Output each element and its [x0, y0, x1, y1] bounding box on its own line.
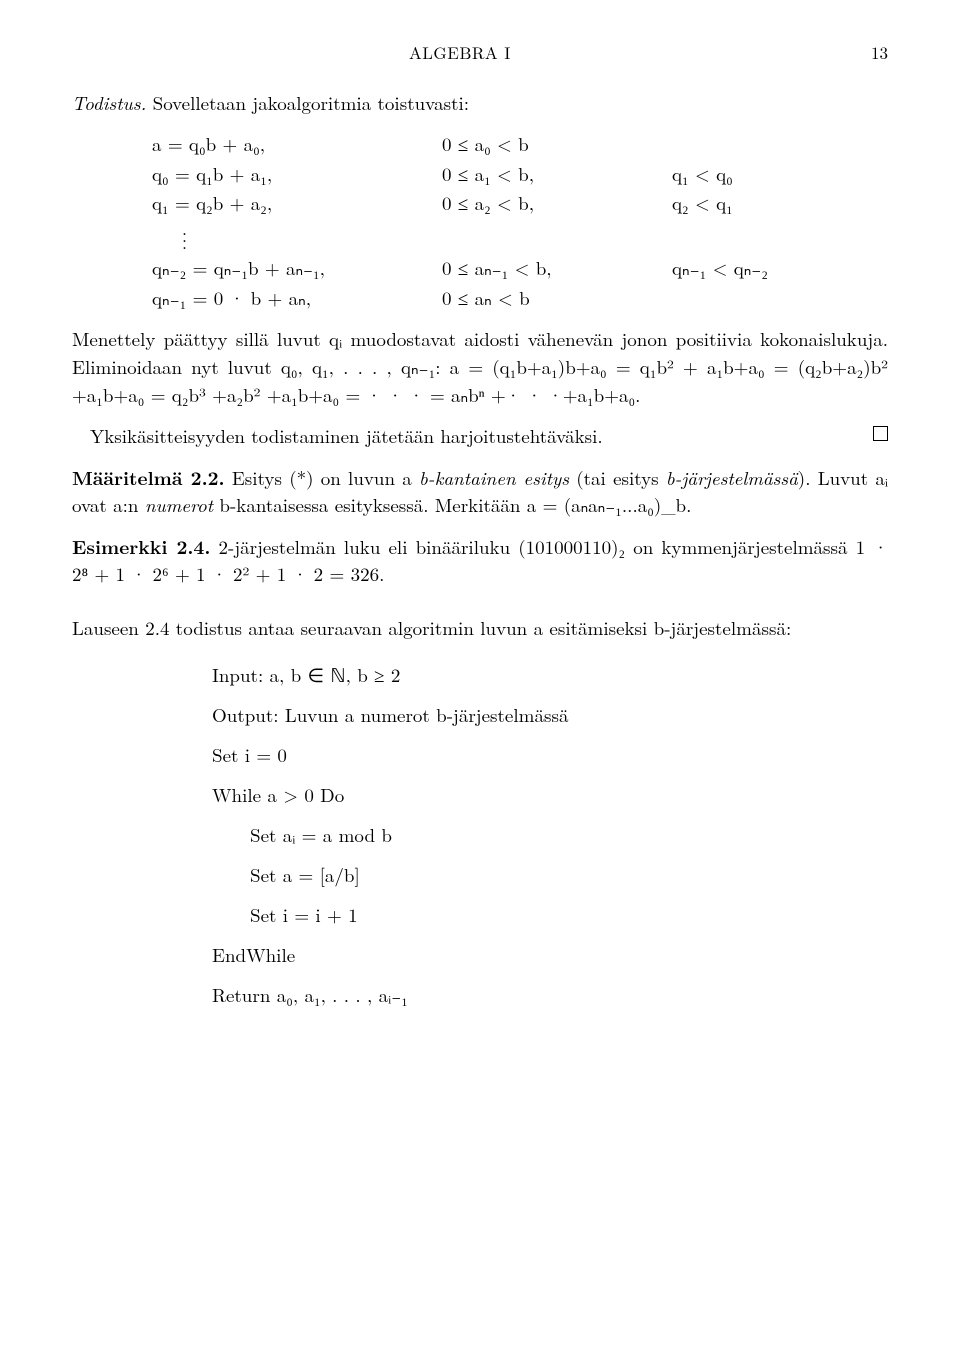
- algo-inc-i: Set i = i + 1: [250, 895, 888, 935]
- example: Esimerkki 2.4. 2-järjestelmän luku eli b…: [72, 533, 888, 588]
- algo-endwhile: EndWhile: [212, 935, 888, 975]
- algo-input: Input: a, b ∈ ℕ, b ≥ 2: [212, 655, 888, 695]
- algo-return: Return a₀, a₁, . . . , aᵢ₋₁: [212, 975, 888, 1015]
- def-b1: Esitys (*) on luvun a: [225, 464, 419, 491]
- proof-label: Todistus.: [72, 89, 146, 116]
- page-number: 13: [848, 40, 888, 65]
- algorithm-intro: Lauseen 2.4 todistus antaa seuraavan alg…: [72, 614, 888, 642]
- proof-intro: Todistus. Sovelletaan jakoalgoritmia toi…: [72, 89, 888, 117]
- algo-while: While a > 0 Do: [212, 775, 888, 815]
- algo-set-a: Set a = [a/b]: [250, 855, 888, 895]
- proof-text-1: Menettely päättyy sillä luvut qᵢ muodost…: [72, 325, 888, 407]
- running-header: ALGEBRA I 13: [72, 40, 888, 65]
- division-equations: a = q₀b + a₀,0 ≤ a₀ < b q₀ = q₁b + a₁,0 …: [152, 130, 888, 311]
- header-title: ALGEBRA I: [72, 40, 848, 65]
- eq-r1b: 0 ≤ a₀ < b: [442, 130, 672, 158]
- def-t3: numerot: [145, 491, 213, 518]
- example-label: Esimerkki 2.4.: [72, 532, 210, 560]
- eq-r3c: q₂ < q₁: [672, 189, 852, 217]
- algo-output: Output: Luvun a numerot b-järjestelmässä: [212, 695, 888, 735]
- intro-text: Sovelletaan jakoalgoritmia toistuvasti:: [146, 89, 469, 116]
- eq-r5a: qₙ₋₁ = 0 · b + aₙ,: [152, 284, 442, 312]
- eq-r4b: 0 ≤ aₙ₋₁ < b,: [442, 254, 672, 282]
- proof-tail: Yksikäsitteisyyden todistaminen jätetään…: [72, 422, 888, 450]
- def-b2: (tai esitys: [569, 464, 666, 491]
- vertical-dots: ...: [182, 219, 888, 253]
- eq-r3a: q₁ = q₂b + a₂,: [152, 189, 442, 217]
- eq-r5c: [672, 284, 852, 312]
- eq-r5b: 0 ≤ aₙ < b: [442, 284, 672, 312]
- def-t1: b-kantainen esitys: [419, 464, 569, 491]
- qed-box: [873, 426, 888, 441]
- definition: Määritelmä 2.2. Esitys (*) on luvun a b-…: [72, 464, 888, 519]
- eq-r1c: [672, 130, 852, 158]
- eq-r2c: q₁ < q₀: [672, 160, 852, 188]
- def-b4: b-kantaisessa esityksessä. Merkitään a =…: [213, 491, 691, 518]
- definition-label: Määritelmä 2.2.: [72, 463, 225, 491]
- proof-text-2: Yksikäsitteisyyden todistaminen jätetään…: [90, 422, 603, 449]
- algo-set-i: Set i = 0: [212, 735, 888, 775]
- eq-r2b: 0 ≤ a₁ < b,: [442, 160, 672, 188]
- def-t2: b-järjestelmässä: [666, 464, 798, 491]
- eq-r3b: 0 ≤ a₂ < b,: [442, 189, 672, 217]
- page: ALGEBRA I 13 Todistus. Sovelletaan jakoa…: [0, 0, 960, 1064]
- eq-r2a: q₀ = q₁b + a₁,: [152, 160, 442, 188]
- algo-set-ai: Set aᵢ = a mod b: [250, 815, 888, 855]
- proof-body: Menettely päättyy sillä luvut qᵢ muodost…: [72, 325, 888, 408]
- eq-r4a: qₙ₋₂ = qₙ₋₁b + aₙ₋₁,: [152, 254, 442, 282]
- eq-r1a: a = q₀b + a₀,: [152, 130, 442, 158]
- algorithm-block: Input: a, b ∈ ℕ, b ≥ 2 Output: Luvun a n…: [212, 655, 888, 1014]
- eq-r4c: qₙ₋₁ < qₙ₋₂: [672, 254, 852, 282]
